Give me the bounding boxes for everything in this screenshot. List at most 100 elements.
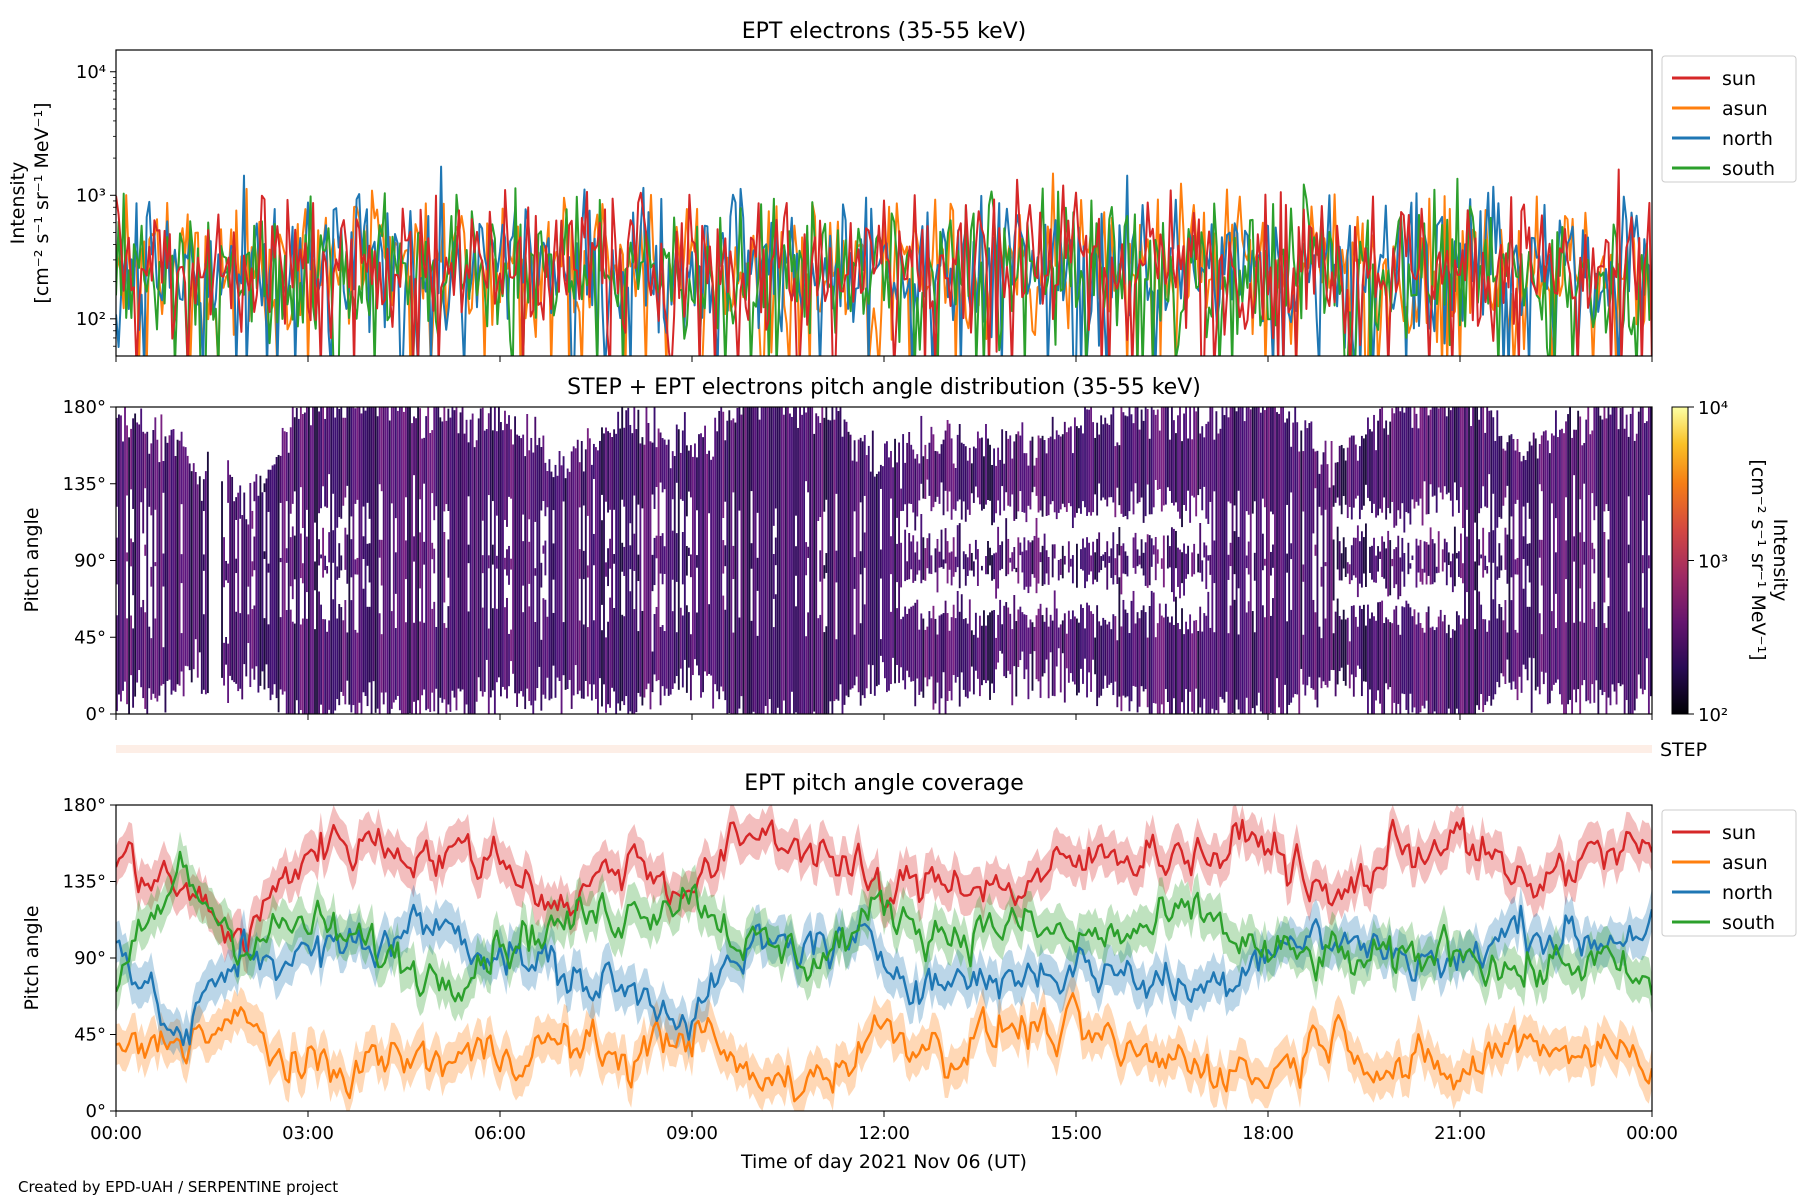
- heatmap-cell: [1399, 411, 1402, 519]
- heatmap-cell: [983, 610, 985, 681]
- heatmap-cell: [447, 408, 450, 511]
- heatmap-cell: [1084, 407, 1086, 508]
- heatmap-cell: [995, 465, 998, 514]
- heatmap-cell: [1565, 421, 1567, 498]
- heatmap-cell: [1338, 615, 1341, 672]
- heatmap-cell: [592, 443, 595, 479]
- heatmap-cell: [756, 407, 759, 513]
- heatmap-cell: [465, 419, 468, 705]
- heatmap-cell: [1550, 611, 1553, 691]
- heatmap-cell: [362, 407, 365, 507]
- heatmap-cell: [1049, 614, 1052, 653]
- heatmap-cell: [675, 424, 678, 483]
- heatmap-cell: [661, 625, 664, 687]
- heatmap-cell: [1441, 549, 1444, 572]
- heatmap-cell: [1379, 551, 1382, 559]
- heatmap-cell: [328, 407, 331, 475]
- heatmap-cell: [873, 476, 876, 696]
- heatmap-cell: [368, 606, 371, 683]
- heatmap-cell: [1415, 413, 1418, 502]
- heatmap-cell: [1417, 545, 1420, 573]
- heatmap-cell: [186, 455, 189, 667]
- heatmap-cell: [1320, 566, 1323, 587]
- band-north: [116, 884, 1652, 1066]
- heatmap-cell: [1065, 432, 1068, 512]
- heatmap-cell: [1423, 541, 1426, 573]
- heatmap-cell: [1500, 607, 1503, 674]
- heatmap-cell: [536, 445, 539, 689]
- heatmap-cell: [350, 407, 353, 517]
- heatmap-cell: [1021, 612, 1024, 652]
- heatmap-cell: [857, 439, 860, 693]
- heatmap-cell: [1324, 562, 1327, 567]
- heatmap-cell: [1144, 612, 1147, 690]
- heatmap-cell: [1134, 407, 1137, 484]
- heatmap-cell: [1152, 545, 1155, 555]
- heatmap-cell: [1128, 407, 1131, 512]
- heatmap-cell: [918, 559, 921, 571]
- heatmap-cell: [962, 443, 965, 502]
- heatmap-cell: [1150, 590, 1153, 714]
- heatmap-cell: [586, 565, 589, 578]
- heatmap-cell: [1191, 552, 1194, 577]
- heatmap-cell: [479, 408, 482, 692]
- heatmap-cell: [1453, 526, 1456, 587]
- heatmap-cell: [663, 631, 666, 696]
- heatmap-cell: [239, 485, 242, 519]
- heatmap-cell: [443, 532, 446, 603]
- heatmap-cell: [1449, 561, 1452, 578]
- heatmap-cell: [1035, 457, 1038, 496]
- panel2-heatmap: [116, 407, 1652, 714]
- band-south: [116, 831, 1652, 1022]
- heatmap-cell: [1098, 621, 1101, 698]
- heatmap-cell: [993, 553, 995, 580]
- heatmap-cell: [655, 535, 658, 559]
- heatmap-cell: [1342, 537, 1345, 569]
- heatmap-cell: [522, 434, 525, 515]
- heatmap-cell: [164, 436, 167, 713]
- heatmap-cell: [671, 451, 674, 500]
- heatmap-cell: [1367, 417, 1369, 498]
- heatmap-cell: [926, 626, 929, 687]
- heatmap-cell: [1399, 634, 1402, 714]
- heatmap-cell: [118, 414, 120, 695]
- heatmap-cell: [257, 495, 260, 693]
- heatmap-cell: [180, 554, 183, 584]
- heatmap-cell: [1175, 530, 1177, 569]
- heatmap-cell: [1223, 415, 1226, 703]
- heatmap-cell: [356, 632, 359, 714]
- heatmap-cell: [431, 542, 434, 560]
- heatmap-cell: [910, 606, 913, 682]
- heatmap-cell: [989, 612, 991, 700]
- heatmap-cell: [1247, 407, 1250, 515]
- heatmap-cell: [605, 637, 607, 713]
- heatmap-cell: [819, 422, 822, 518]
- heatmap-cell: [423, 541, 426, 565]
- heatmap-cell: [340, 555, 343, 571]
- heatmap-cell: [358, 407, 361, 703]
- heatmap-cell: [692, 456, 694, 676]
- heatmap-cell: [346, 534, 349, 584]
- heatmap-cell: [968, 599, 971, 692]
- heatmap-cell: [968, 543, 971, 571]
- heatmap-cell: [774, 407, 777, 509]
- heatmap-cell: [1261, 605, 1264, 714]
- heatmap-cell: [1375, 555, 1377, 583]
- heatmap-cell: [150, 443, 153, 516]
- heatmap-cell: [340, 407, 343, 519]
- heatmap-cell: [789, 413, 791, 714]
- heatmap-cell: [1425, 407, 1428, 515]
- heatmap-cell: [1207, 591, 1210, 714]
- heatmap-cell: [1162, 617, 1165, 714]
- panel1-xticks: [115, 356, 1653, 362]
- heatmap-cell: [607, 431, 609, 513]
- heatmap-cell: [1457, 407, 1460, 513]
- heatmap-cell: [362, 536, 365, 560]
- heatmap-cell: [1189, 614, 1192, 692]
- heatmap-cell: [1160, 615, 1163, 705]
- heatmap-cell: [495, 608, 498, 683]
- heatmap-cell: [694, 443, 696, 660]
- heatmap-cell: [1379, 601, 1382, 704]
- heatmap-cell: [1597, 407, 1600, 714]
- heatmap-cell: [409, 407, 411, 714]
